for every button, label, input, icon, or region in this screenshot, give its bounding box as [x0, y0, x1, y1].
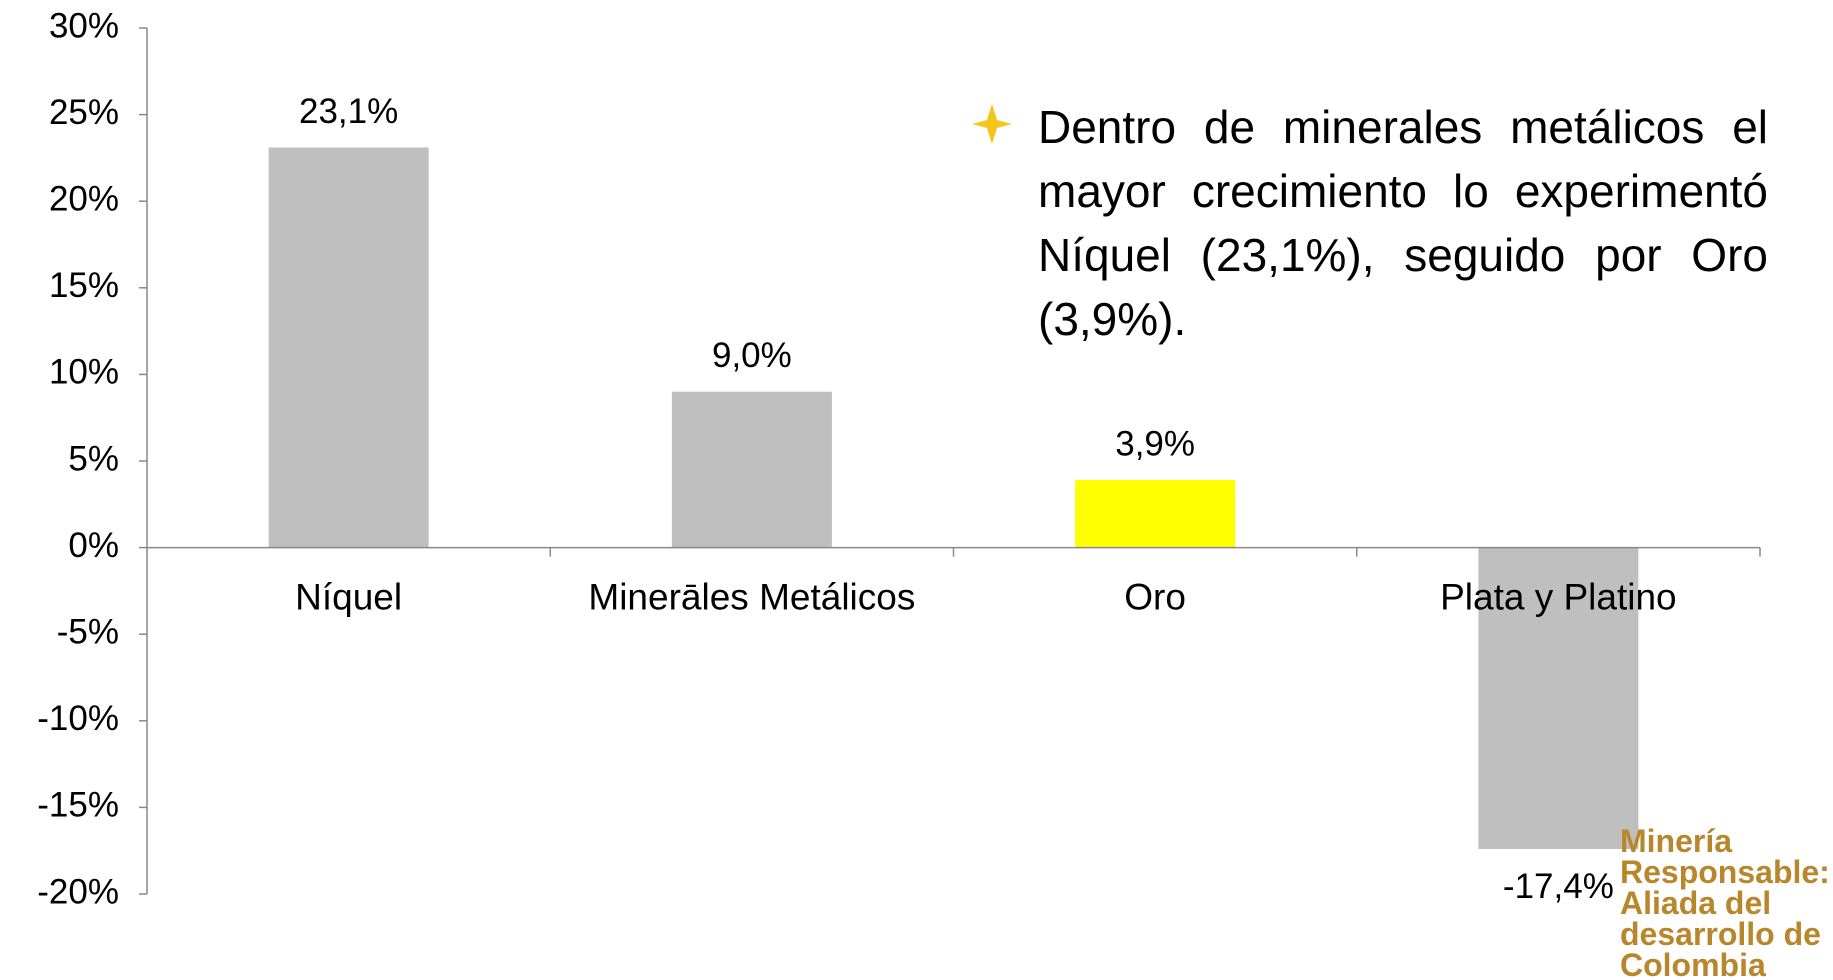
y-tick-label: 25%	[49, 93, 119, 132]
y-tick-label: 5%	[68, 439, 119, 478]
logo-text: Aliada del	[1620, 885, 1771, 921]
annotation: Dentro de minerales metálicos el mayor c…	[1038, 101, 1768, 345]
y-tick-label: 20%	[49, 179, 119, 218]
value-label: -17,4%	[1503, 867, 1614, 906]
x-tick-label: Plata y Platino	[1440, 576, 1677, 617]
value-label: 23,1%	[299, 92, 398, 131]
y-tick-label: 30%	[49, 6, 119, 45]
logo-text: desarrollo de	[1620, 916, 1821, 952]
bullet-star	[972, 104, 1012, 144]
x-tick-label: Minerāles Metálicos	[588, 576, 915, 617]
logo-text: Minería	[1620, 823, 1732, 859]
y-tick-label: 10%	[49, 353, 119, 392]
x-tick-label: Níquel	[295, 576, 402, 617]
y-tick-label: -20%	[37, 872, 119, 911]
y-tick-label: -15%	[37, 786, 119, 825]
bar	[1075, 480, 1236, 548]
x-tick-label: Oro	[1124, 576, 1186, 617]
bar	[268, 147, 429, 548]
y-tick-label: 15%	[49, 266, 119, 305]
logo-text: Responsable:	[1620, 854, 1830, 890]
bar	[671, 391, 832, 548]
y-tick-label: -10%	[37, 699, 119, 738]
bar	[1478, 547, 1639, 849]
y-tick-label: -5%	[57, 612, 119, 651]
value-label: 9,0%	[712, 336, 792, 375]
value-label: 3,9%	[1115, 424, 1195, 463]
logo-text: Colombia	[1620, 947, 1766, 980]
y-tick-label: 0%	[68, 526, 119, 565]
